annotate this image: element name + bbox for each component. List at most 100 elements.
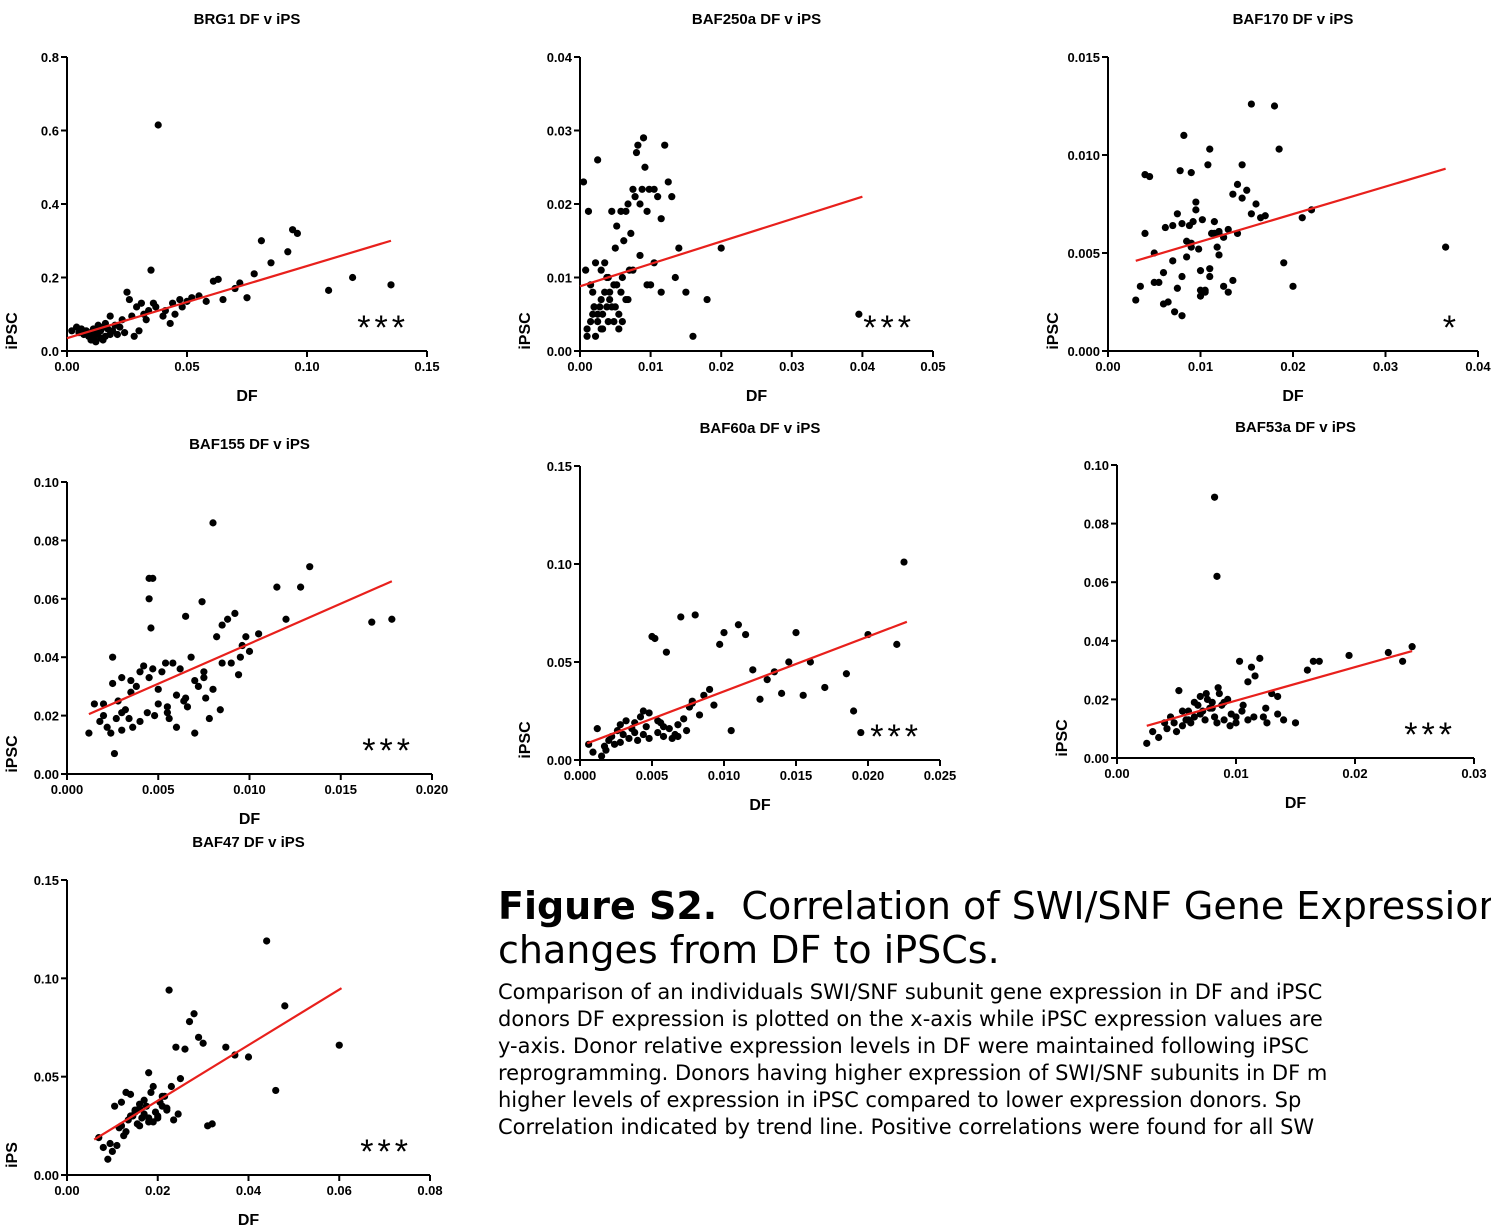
data-point [583,325,591,333]
scatter-chart: BAF47 DF v iPS 0.00 0.02 0.04 0.06 0.08 0.00 0.… [4,834,443,1227]
significance-marker: * [1443,309,1460,347]
data-point [368,618,376,626]
trend-line [1146,649,1413,727]
data-point [613,222,621,230]
data-point [716,640,724,648]
data-point [165,714,173,723]
data-point [1206,265,1214,273]
data-point [244,1053,253,1061]
data-point [185,1018,194,1026]
data-point [1239,701,1247,709]
data-point [1261,212,1269,220]
data-point [1208,698,1216,706]
data-point [645,709,653,717]
caption-heading-line2: changes from DF to iPSCs. [498,928,1000,972]
caption-body-line: reprogramming. Donors having higher expr… [498,1061,1328,1085]
y-tick-label: 0.010 [1067,148,1100,163]
data-point [1280,716,1288,724]
data-point [756,695,764,703]
data-point [1233,180,1242,188]
data-point [152,303,160,311]
data-point [1247,663,1256,671]
x-tick-label: 0.05 [174,359,199,374]
chart-title: BAF170 DF v iPS [1233,11,1354,28]
data-point [1183,253,1191,261]
data-point [263,937,271,945]
data-point [171,310,179,318]
data-point [214,275,222,283]
x-tick-label: 0.15 [414,359,439,374]
data-point [154,121,162,129]
data-point [1214,684,1222,692]
data-point [1220,716,1228,724]
data-point [127,676,135,685]
data-point [112,714,120,723]
y-axis-title: iPS [4,1142,21,1168]
data-point [145,1069,153,1077]
x-tick-label: 0.00 [54,1183,79,1198]
data-point [1213,719,1221,727]
data-point [1289,282,1297,290]
figure-caption: Figure S2. Correlation of SWI/SNF Gene E… [498,884,1491,1141]
data-point [113,1141,121,1150]
x-tick-label: 0.08 [417,1183,442,1198]
data-point [172,1043,180,1051]
y-tick-label: 0.02 [547,197,572,212]
y-tick-label: 0.04 [547,50,573,65]
data-point [1136,282,1144,290]
data-point [176,665,184,673]
data-point [727,727,735,735]
data-point [190,1010,198,1018]
data-point [202,694,210,702]
data-point [710,701,718,709]
data-point [636,200,644,208]
data-point [1178,707,1187,715]
data-point [598,310,607,318]
x-tick-label: 0.000 [51,782,84,797]
x-tick-label: 0.00 [567,359,592,374]
trend-line [88,580,393,716]
data-point [1238,194,1246,202]
y-tick-label: 0.10 [34,971,59,986]
y-tick-label: 0.000 [1067,344,1100,359]
data-point [1244,678,1252,686]
data-point [1263,719,1271,727]
chart-title: BAF155 DF v iPS [189,436,310,453]
x-axis-title: DF [238,1212,260,1227]
significance-marker: *** [357,309,409,347]
data-point [1210,713,1219,721]
x-tick-label: 0.025 [924,768,957,783]
data-point [118,709,126,717]
caption-body-line: Comparison of an individuals SWI/SNF sub… [498,980,1323,1004]
data-point [691,611,699,619]
data-point [821,683,829,692]
trend-line [93,987,343,1141]
data-point [616,721,624,729]
caption-body-line: Correlation indicated by trend line. Pos… [498,1115,1315,1139]
data-point [602,746,610,754]
data-point [121,329,129,337]
data-point [1190,698,1198,706]
data-point [799,691,807,699]
y-tick-label: 0.8 [41,50,59,65]
y-tick-label: 0.08 [1084,517,1109,532]
data-point [624,295,632,304]
data-point [182,694,190,702]
data-point [659,723,668,731]
y-tick-label: 0.04 [1084,634,1110,649]
chart-title: BRG1 DF v iPS [194,11,301,28]
data-point [1202,689,1210,698]
data-point [1238,707,1246,715]
data-point [293,229,301,237]
data-point [611,244,619,252]
data-point [1244,716,1252,724]
x-tick-label: 0.10 [294,359,319,374]
data-point [1232,713,1240,721]
data-point [267,259,275,267]
caption-heading-line1: Correlation of SWI/SNF Gene Expression [741,884,1491,928]
data-point [618,273,626,282]
data-point [651,634,659,643]
data-point [107,729,115,737]
data-point [103,723,111,731]
data-point [163,1106,171,1114]
